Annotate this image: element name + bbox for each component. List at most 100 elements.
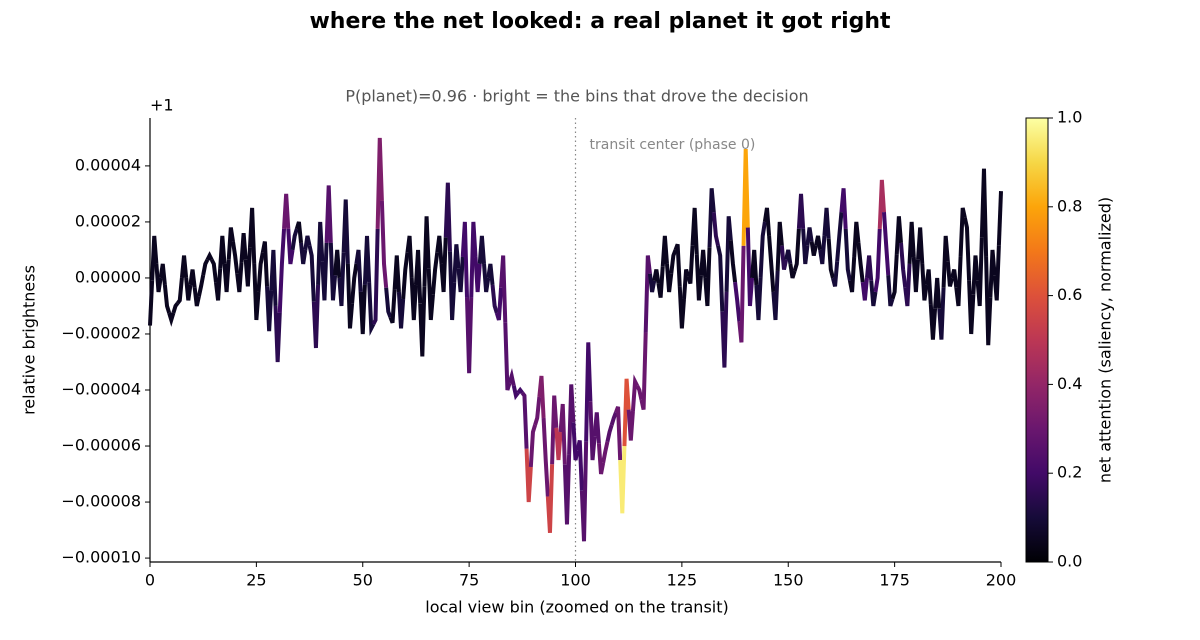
light-curve-segment <box>971 255 980 295</box>
y-tick-label: −0.00010 <box>61 548 141 567</box>
light-curve-segment <box>877 179 886 230</box>
light-curve-segment <box>733 281 742 322</box>
light-curve-segment <box>801 228 810 265</box>
light-curve-segment <box>350 263 359 304</box>
light-curve-segment <box>243 247 252 287</box>
light-curve-segment <box>384 287 393 318</box>
light-curve-segment <box>154 263 163 293</box>
light-curve-segment <box>852 221 861 258</box>
light-curve-segment <box>148 280 155 326</box>
x-tick-label: 175 <box>879 571 910 590</box>
light-curve-segment <box>579 441 589 542</box>
light-curve-segment <box>439 237 448 293</box>
light-curve-segment <box>184 277 193 301</box>
light-curve-segment <box>703 247 712 307</box>
light-curve-segment <box>554 427 563 461</box>
light-curve-segment <box>886 275 895 307</box>
y-axis-label: relative brightness <box>20 265 39 415</box>
light-curve-segment <box>324 185 333 244</box>
light-curve-segment <box>511 385 520 401</box>
light-curve-segment <box>158 263 167 286</box>
light-curve-segment <box>656 266 665 298</box>
light-curve-segment <box>754 277 763 321</box>
light-curve-segment <box>822 207 831 239</box>
light-curve-segment <box>473 256 482 293</box>
light-curve-segment <box>469 221 478 298</box>
light-curve-segment <box>933 277 942 309</box>
light-curve-segment <box>988 249 997 298</box>
light-curve-segment <box>341 199 350 265</box>
light-curve-segment <box>196 274 206 297</box>
light-curve-segment <box>307 245 316 302</box>
light-curve-segment <box>252 263 261 321</box>
light-curve-segment <box>533 396 542 426</box>
light-curve-segment <box>499 255 508 323</box>
light-curve-segment <box>682 268 691 300</box>
light-curve-segment <box>503 322 512 391</box>
light-curve-segment <box>950 269 959 288</box>
light-curve-segment <box>545 464 555 533</box>
light-curve-segment <box>660 235 669 267</box>
light-curve-segment <box>575 440 584 491</box>
light-curve-segment <box>813 235 823 251</box>
light-curve-segment <box>796 193 806 230</box>
light-curve-segment <box>856 242 865 283</box>
light-curve-segment <box>724 216 733 293</box>
light-curve-segment <box>354 249 363 293</box>
light-curve-segment <box>494 287 504 321</box>
light-curve-segment <box>418 286 427 357</box>
light-curve-segment <box>375 137 384 229</box>
light-curve-segment <box>916 227 925 265</box>
light-curve-segment <box>711 211 720 247</box>
light-curve-segment <box>954 256 963 307</box>
light-curve-segment <box>388 289 397 324</box>
light-curve-segment <box>460 221 469 298</box>
light-curve-segment <box>899 242 908 288</box>
light-curve-segment <box>401 252 410 300</box>
light-curve-segment <box>239 232 248 263</box>
y-tick-label: −0.00006 <box>61 436 141 455</box>
light-curve-segment <box>345 263 355 329</box>
light-curve-segment <box>903 263 912 307</box>
light-curve-segment <box>873 228 882 293</box>
colorbar-tick-label: 1.0 <box>1057 108 1082 127</box>
light-curve-segment <box>379 200 389 288</box>
light-curve-segment <box>392 255 401 293</box>
light-curve-segment <box>635 384 644 401</box>
light-curve-segment <box>265 286 274 332</box>
x-axis-label: local view bin (zoomed on the transit) <box>425 598 728 617</box>
light-curve-segment <box>967 280 976 335</box>
light-curve-segment <box>230 241 240 274</box>
y-tick-label: 0.00002 <box>75 211 141 230</box>
light-curve-segment <box>809 241 818 256</box>
light-curve-segment <box>282 193 291 230</box>
light-curve-segment <box>443 182 452 252</box>
light-curve-segment <box>294 221 304 244</box>
light-curve-segment <box>516 386 524 395</box>
light-curve-segment <box>984 256 993 346</box>
light-curve-segment <box>707 188 716 248</box>
light-curve-segment <box>881 211 891 276</box>
light-curve-segment <box>596 443 606 475</box>
colorbar-tick-label: 0.4 <box>1057 374 1082 393</box>
y-tick-label: 0.00000 <box>75 267 141 286</box>
light-curve-segment <box>167 312 176 327</box>
light-curve-segment <box>150 235 159 281</box>
light-curve-segment <box>869 280 878 307</box>
light-curve-segment <box>979 168 989 257</box>
x-tick-label: 100 <box>560 571 591 590</box>
light-curve-segment <box>758 221 767 279</box>
light-curve-segment <box>209 258 218 283</box>
light-curve-segment <box>413 249 423 304</box>
light-curve-segment <box>647 273 657 293</box>
light-curve-segment <box>920 263 929 301</box>
light-curve-segment <box>162 284 172 314</box>
light-curve-segment <box>337 252 346 307</box>
light-curve-segment <box>176 277 184 305</box>
light-curve-segment <box>358 284 367 335</box>
light-curve-segment <box>818 235 827 265</box>
x-tick-label: 25 <box>246 571 266 590</box>
light-curve-segment <box>362 235 372 286</box>
light-curve-segment <box>430 252 440 295</box>
light-curve-segment <box>562 454 572 525</box>
